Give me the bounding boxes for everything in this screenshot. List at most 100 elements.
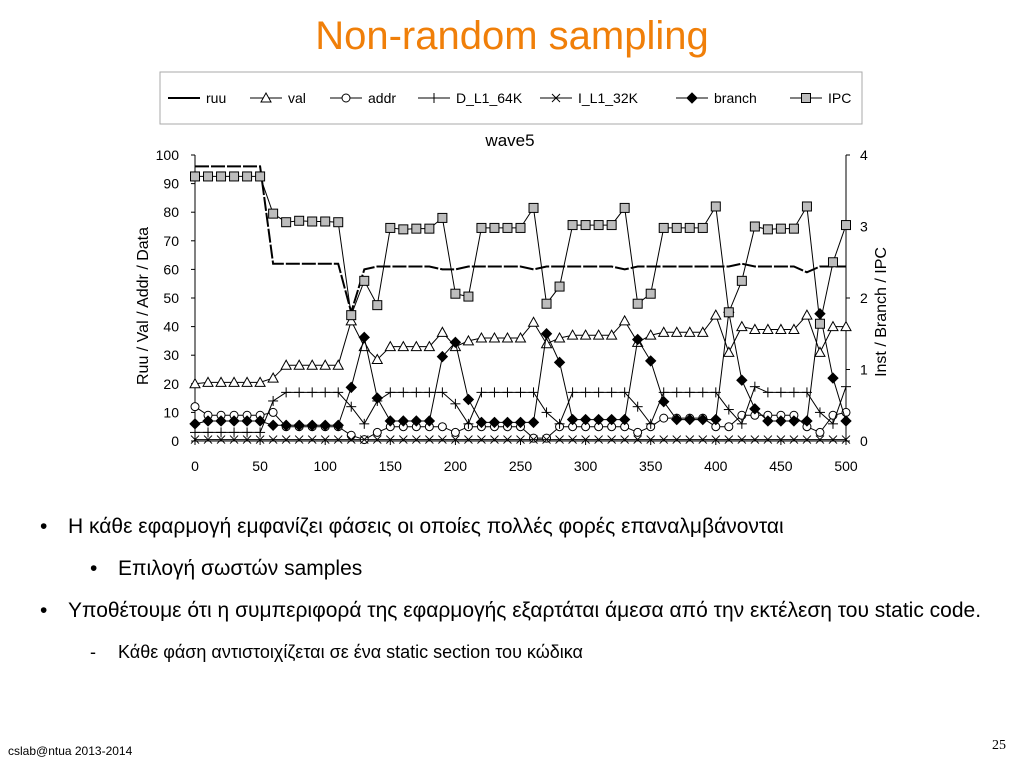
data-point-IPC	[841, 220, 851, 231]
data-point-branch	[449, 336, 462, 349]
data-point-val	[749, 323, 761, 334]
legend-marker-D_L1_64K	[429, 93, 439, 103]
data-point-branch	[762, 415, 774, 427]
data-point-I_L1_32K	[464, 435, 473, 444]
data-point-IPC	[450, 288, 461, 299]
data-point-val	[775, 323, 787, 334]
data-point-IPC	[671, 222, 682, 233]
data-point-branch	[215, 415, 227, 427]
bullet-item: • Υποθέτουμε ότι η συμπεριφορά της εφαρμ…	[40, 596, 1000, 626]
slide-title: Non-random sampling	[315, 14, 709, 58]
data-point-branch	[697, 413, 709, 426]
data-point-val	[332, 359, 345, 370]
data-point-IPC	[437, 212, 448, 223]
data-point-I_L1_32K	[516, 435, 525, 444]
data-point-I_L1_32K	[607, 435, 616, 444]
data-point-val	[488, 332, 501, 343]
y-axis-label: Ruu / Val / Addr / Data	[135, 227, 152, 385]
data-point-I_L1_32K	[190, 435, 200, 444]
data-point-val	[762, 323, 774, 334]
data-point-I_L1_32K	[398, 435, 408, 444]
y-tick-label: 20	[163, 376, 179, 392]
data-point-val	[410, 340, 423, 352]
chart-axes	[194, 155, 847, 442]
data-point-branch	[293, 419, 305, 431]
data-point-val	[280, 359, 292, 370]
chart-series	[189, 165, 852, 445]
data-point-IPC	[203, 171, 214, 182]
x-tick-label: 500	[834, 458, 858, 474]
data-point-branch	[658, 395, 670, 408]
data-point-val	[254, 376, 266, 387]
data-point-IPC	[372, 300, 383, 311]
data-point-D_L1_64K	[450, 398, 461, 409]
legend-label: D_L1_64K	[456, 90, 523, 106]
data-point-I_L1_32K	[789, 435, 799, 444]
data-point-val	[618, 314, 631, 326]
data-point-D_L1_64K	[385, 387, 396, 398]
data-point-I_L1_32K	[503, 435, 512, 444]
data-point-IPC	[645, 288, 656, 299]
data-point-val	[514, 332, 527, 343]
data-point-I_L1_32K	[555, 435, 564, 444]
data-point-branch	[332, 419, 344, 431]
data-point-I_L1_32K	[425, 435, 434, 444]
data-point-val	[540, 337, 553, 349]
data-point-branch	[371, 392, 383, 404]
data-point-IPC	[216, 171, 227, 182]
y-tick-label: 80	[163, 204, 179, 220]
data-point-D_L1_64K	[841, 381, 851, 392]
data-point-I_L1_32K	[581, 435, 590, 444]
y-tick-label: 50	[163, 290, 179, 306]
data-point-IPC	[255, 171, 266, 182]
data-point-branch	[527, 416, 540, 429]
data-point-val	[840, 320, 852, 332]
data-point-IPC	[606, 220, 617, 231]
data-point-branch	[189, 418, 201, 430]
data-point-branch	[618, 413, 631, 426]
data-point-branch	[267, 419, 279, 431]
data-point-D_L1_64K	[359, 418, 370, 429]
data-point-IPC	[190, 171, 200, 182]
data-point-I_L1_32K	[203, 435, 213, 444]
data-point-I_L1_32K	[216, 435, 226, 444]
series-line-ruu	[195, 165, 846, 316]
data-point-IPC	[710, 201, 721, 212]
data-point-D_L1_64K	[489, 387, 500, 398]
data-point-val	[592, 329, 605, 340]
data-point-addr	[190, 402, 200, 412]
y-tick-label: 0	[171, 433, 179, 449]
data-point-branch	[384, 415, 397, 427]
data-point-val	[709, 309, 722, 320]
data-point-I_L1_32K	[307, 435, 317, 444]
data-point-branch	[306, 419, 318, 431]
data-point-IPC	[320, 216, 331, 227]
data-point-branch	[319, 419, 331, 431]
data-point-val	[384, 340, 397, 352]
data-point-D_L1_64K	[476, 387, 487, 398]
data-point-D_L1_64K	[762, 387, 773, 398]
data-point-branch	[592, 413, 605, 426]
bullet-marker: •	[90, 557, 98, 580]
legend-label: ruu	[206, 90, 226, 106]
data-point-I_L1_32K	[659, 435, 669, 444]
legend-item-D_L1_64K: D_L1_64K	[418, 90, 523, 106]
x-tick-label: 50	[252, 458, 268, 474]
data-point-D_L1_64K	[697, 387, 708, 398]
data-point-D_L1_64K	[567, 387, 578, 398]
data-point-I_L1_32K	[490, 435, 499, 444]
data-point-branch	[514, 416, 527, 429]
data-point-I_L1_32K	[763, 435, 773, 444]
data-point-D_L1_64K	[580, 387, 591, 398]
data-point-IPC	[294, 215, 305, 226]
data-point-D_L1_64K	[294, 387, 305, 398]
x-tick-label: 450	[769, 458, 793, 474]
data-point-D_L1_64K	[736, 418, 747, 429]
y-tick-label: 10	[163, 404, 179, 420]
data-point-I_L1_32K	[750, 435, 760, 444]
x-tick-label: 250	[509, 458, 533, 474]
data-point-IPC	[749, 221, 760, 232]
data-point-D_L1_64K	[463, 418, 474, 429]
series-line-IPC	[195, 175, 847, 324]
data-point-I_L1_32K	[255, 435, 265, 444]
